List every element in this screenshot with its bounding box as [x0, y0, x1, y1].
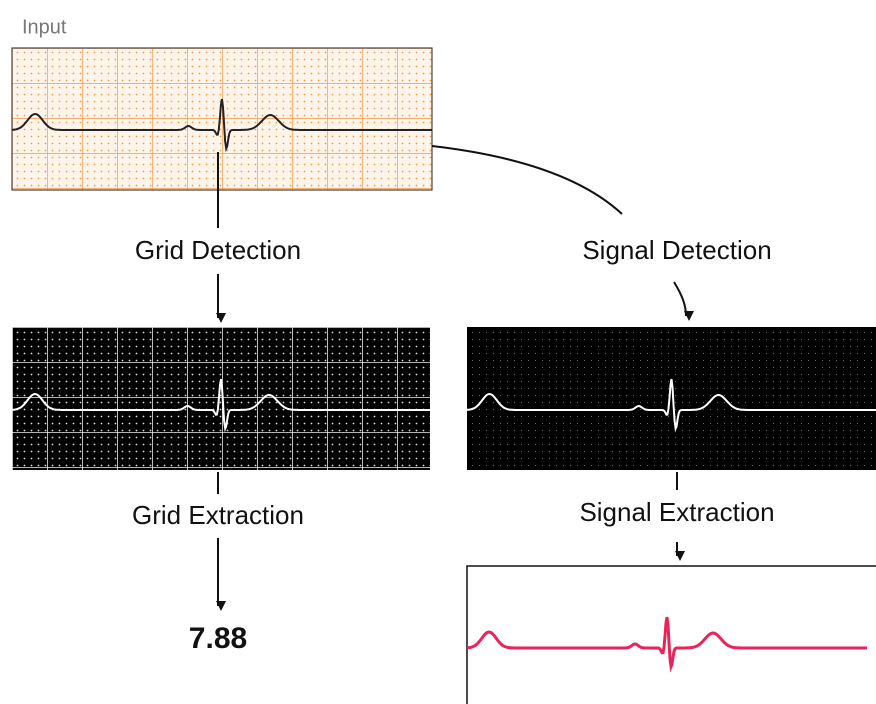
result-value: 7.88 — [189, 622, 247, 655]
signal-detection-panel — [467, 327, 876, 470]
step-label: Grid Extraction — [132, 500, 304, 530]
step-label: Signal Detection — [582, 235, 771, 265]
input-label: Input — [22, 16, 67, 38]
input-ecg-panel — [12, 48, 432, 190]
step-label: Signal Extraction — [579, 497, 774, 527]
step-label: Grid Detection — [135, 235, 301, 265]
connector — [432, 146, 622, 214]
grid-detection-panel — [12, 327, 430, 470]
arrow — [674, 282, 686, 316]
signal-extraction-panel — [467, 566, 876, 704]
pipeline-diagram: Input Grid Detection Grid Extraction 7.8… — [0, 0, 876, 704]
